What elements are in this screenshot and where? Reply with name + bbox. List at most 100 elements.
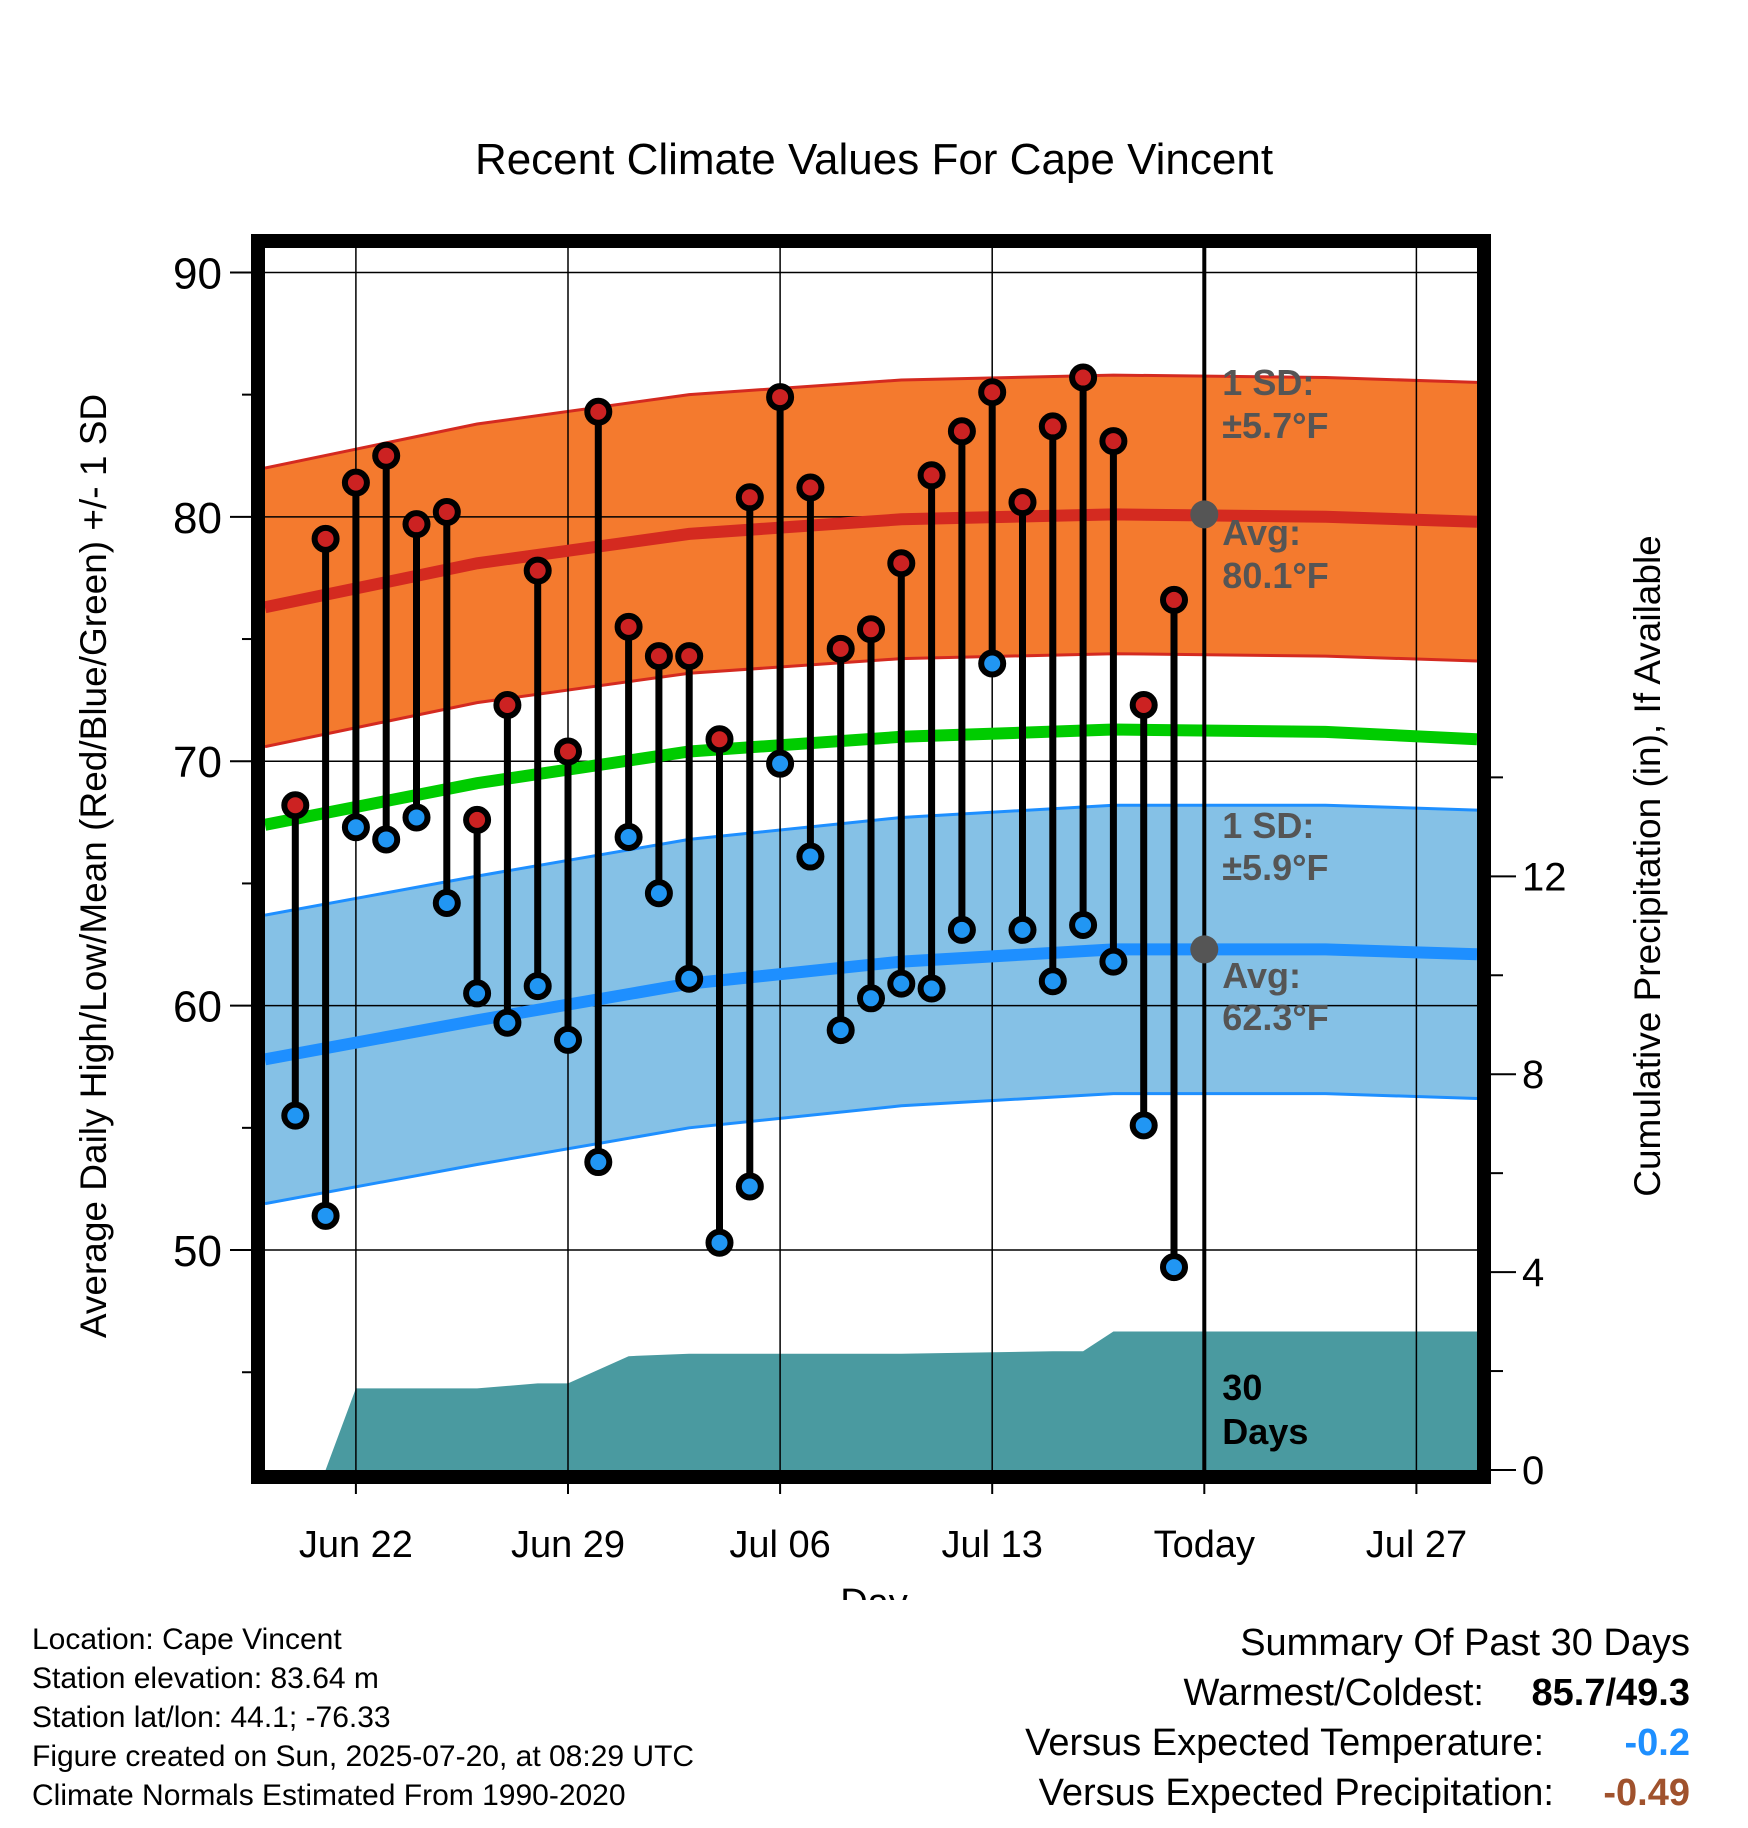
daily-low-point — [1038, 967, 1067, 996]
high-sd-label: 1 SD: — [1222, 362, 1314, 403]
daily-low-point — [796, 842, 825, 871]
y-tick-label: 90 — [173, 249, 222, 298]
daily-high-point — [493, 691, 522, 720]
daily-low-point — [644, 879, 673, 908]
daily-low-point — [826, 1016, 855, 1045]
today-low-avg-point — [1190, 935, 1219, 964]
daily-high-point — [735, 483, 764, 512]
daily-high-point — [1008, 488, 1037, 517]
temp-diff-value: -0.2 — [1624, 1722, 1690, 1764]
precip-diff-value: -0.49 — [1603, 1772, 1690, 1814]
temp-diff-label: Versus Expected Temperature: — [1025, 1722, 1544, 1764]
station-info: Location: Cape Vincent Station elevation… — [32, 1620, 932, 1815]
normal-high-line — [265, 508, 1477, 614]
y2-axis-label: Cumulative Precipitation (in), If Availa… — [1627, 535, 1668, 1197]
daily-high-point — [523, 556, 552, 585]
daily-low-point — [463, 979, 492, 1008]
daily-high-point — [857, 615, 885, 644]
y2-tick-label: 0 — [1522, 1449, 1544, 1493]
daily-low-point — [493, 1008, 522, 1037]
daily-high-point — [554, 737, 582, 766]
y-tick-label: 70 — [173, 738, 222, 787]
days-number: 30 — [1222, 1367, 1262, 1408]
cumulative-precip-area — [325, 1331, 1477, 1470]
low-avg-label: Avg: — [1222, 955, 1301, 996]
elevation-text: Station elevation: 83.64 m — [32, 1662, 379, 1695]
daily-high-point — [281, 791, 310, 820]
summary-warmest-row: Warmest/Coldest: 85.7/49.3 — [790, 1668, 1690, 1718]
low-avg-value: 62.3°F — [1222, 997, 1328, 1038]
x-axis-label: Day — [840, 1582, 908, 1600]
daily-low-point — [947, 915, 976, 944]
daily-high-point — [1038, 412, 1067, 441]
latlon-text: Station lat/lon: 44.1; -76.33 — [32, 1701, 391, 1734]
high-avg-value: 80.1°F — [1222, 555, 1328, 596]
warmest-label: Warmest/Coldest: — [1183, 1672, 1484, 1714]
created-text: Figure created on Sun, 2025-07-20, at 08… — [32, 1740, 695, 1773]
y-tick-label: 50 — [173, 1227, 222, 1276]
daily-low-point — [1160, 1253, 1188, 1282]
daily-high-point — [1069, 363, 1098, 392]
normals-text: Climate Normals Estimated From 1990-2020 — [32, 1779, 626, 1812]
daily-low-point — [614, 823, 643, 852]
y-tick-label: 60 — [173, 983, 222, 1032]
daily-high-point — [917, 461, 946, 490]
daily-low-point — [675, 964, 704, 993]
daily-low-point — [1129, 1111, 1158, 1140]
days-word: Days — [1222, 1411, 1308, 1452]
plot-frame — [251, 234, 1491, 1484]
location-text: Location: Cape Vincent — [32, 1623, 342, 1656]
daily-low-point — [523, 972, 552, 1001]
daily-low-point — [311, 1201, 340, 1230]
low-sd-label: 1 SD: — [1222, 805, 1314, 846]
daily-high-point — [402, 510, 431, 539]
daily-low-point — [917, 974, 946, 1003]
daily-low-point — [584, 1148, 613, 1177]
x-tick-label: Jul 06 — [729, 1524, 830, 1566]
daily-low-point — [1069, 910, 1098, 939]
daily-high-point — [614, 612, 643, 641]
high-avg-label: Avg: — [1222, 512, 1301, 553]
daily-high-point — [432, 497, 461, 526]
high-sd-upper-line — [265, 373, 1477, 470]
daily-high-point — [887, 549, 916, 578]
daily-high-point — [584, 397, 613, 426]
daily-high-point — [978, 378, 1007, 407]
daily-low-point — [978, 649, 1007, 678]
high-sd-value: ±5.7°F — [1222, 405, 1328, 446]
daily-low-point — [281, 1101, 310, 1130]
daily-high-point — [796, 473, 825, 502]
plot-area: 50 60 70 80 90 0 4 8 12 Jun 22 Jun 29 Jul 06 Jul 13 T… — [173, 234, 1567, 1566]
daily-high-point — [766, 383, 795, 412]
daily-low-point — [432, 888, 461, 917]
daily-low-point — [1099, 947, 1128, 976]
low-sd-lower-line — [265, 1092, 1477, 1206]
daily-high-point — [826, 634, 855, 663]
daily-high-point — [675, 642, 704, 671]
today-high-avg-point — [1190, 500, 1219, 529]
daily-low-point — [705, 1228, 734, 1257]
daily-high-point — [1160, 585, 1188, 614]
daily-low-point — [887, 969, 916, 998]
x-tick-label: Jun 22 — [299, 1524, 413, 1566]
x-tick-label: Jun 29 — [511, 1524, 625, 1566]
daily-low-point — [766, 749, 795, 778]
daily-low-point — [735, 1172, 764, 1201]
y2-tick-label: 8 — [1522, 1053, 1544, 1097]
daily-high-point — [644, 642, 673, 671]
low-sd-value: ±5.9°F — [1222, 847, 1328, 888]
daily-low-point — [857, 984, 885, 1013]
daily-low-point — [554, 1025, 582, 1054]
daily-low-point — [372, 825, 401, 854]
daily-high-point — [1099, 427, 1128, 456]
summary-panel: Summary Of Past 30 Days Warmest/Coldest:… — [790, 1618, 1690, 1818]
daily-high-point — [341, 468, 370, 497]
climate-chart: Recent Climate Values For Cape Vincent 5… — [73, 135, 1668, 1600]
daily-high-point — [1129, 691, 1158, 720]
warmest-value: 85.7/49.3 — [1531, 1672, 1690, 1714]
summary-precip-row: Versus Expected Precipitation: -0.49 — [790, 1768, 1690, 1818]
y2-tick-label: 12 — [1522, 855, 1567, 899]
y-tick-label: 80 — [173, 494, 222, 543]
daily-low-point — [402, 803, 431, 832]
summary-title: Summary Of Past 30 Days — [1240, 1622, 1690, 1664]
